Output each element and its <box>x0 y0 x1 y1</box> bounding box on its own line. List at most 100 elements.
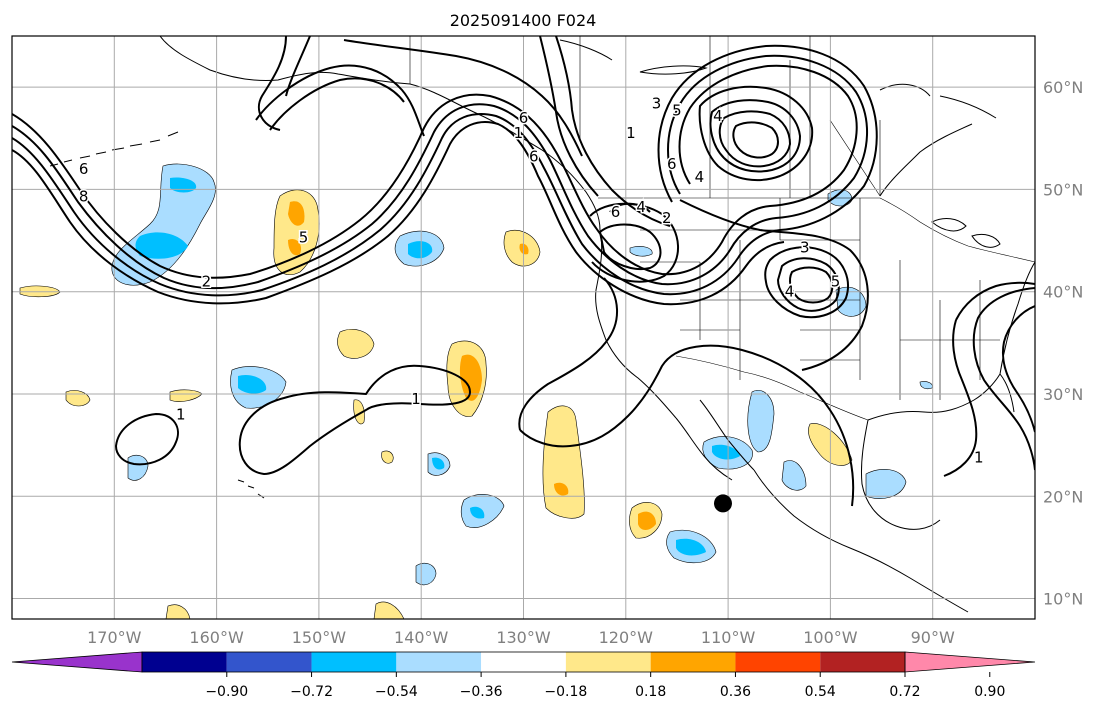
lon-label-5: 120°W <box>599 628 654 647</box>
shading-blue-s3-core <box>470 506 485 519</box>
lon-label-7: 100°W <box>803 628 858 647</box>
colorbar-segment-6 <box>650 652 736 672</box>
lon-label-8: 90°W <box>911 628 955 647</box>
lon-label-3: 140°W <box>394 628 449 647</box>
mexico-west-coast <box>753 469 969 613</box>
contour-label-2: 2 <box>202 272 212 290</box>
colorbar-segment-0 <box>142 652 227 672</box>
contour-gulf-alaska-2 <box>285 36 311 97</box>
contour-label-3: 5 <box>299 228 309 246</box>
contour-label-7: 1 <box>626 124 636 142</box>
colorbar-segment-1 <box>226 652 312 672</box>
contour-low-ne-4 <box>732 121 779 159</box>
us-mexico-border <box>675 355 869 421</box>
colorbar-segment-3 <box>396 652 482 672</box>
shading-yellow-s-c <box>353 399 365 425</box>
shading-blue-aleutian-core <box>135 177 197 259</box>
contour-jet-1 <box>12 64 858 279</box>
colorbar-outline <box>141 651 906 673</box>
contour-cutoff-2 <box>776 257 840 312</box>
colorbar-segment-8 <box>820 652 905 672</box>
contour-label-12: 4 <box>695 168 705 186</box>
us-canada-border <box>598 197 1035 263</box>
contour-jet-4 <box>12 121 785 306</box>
contour-label-10: 4 <box>713 107 723 125</box>
contour-bigone-1 <box>518 277 619 431</box>
shading-yellow-150w <box>273 189 320 276</box>
shading-yellow-north-pac <box>337 329 375 359</box>
contour-label-15: 4 <box>785 283 795 301</box>
contour-oregon-3 <box>609 202 651 213</box>
shading-yellow-125w <box>542 405 585 519</box>
contour-label-14: 5 <box>831 272 841 290</box>
latitude-tick-labels: 60°N 50°N 40°N 30°N 20°N 10°N <box>1043 78 1083 608</box>
colorbar-extend-high <box>904 651 1036 673</box>
shading-blue-160w-core <box>238 374 267 394</box>
contour-cutoff-1 <box>764 246 849 319</box>
shading-blue-sierra <box>747 390 775 453</box>
lat-label-1: 50°N <box>1043 180 1083 199</box>
contour-label-18: 2 <box>662 209 672 227</box>
lon-label-0: 170°W <box>87 628 142 647</box>
shaded-anomaly-fields <box>19 163 933 619</box>
hudson-bay-coast <box>879 95 997 197</box>
contour-low-ne-3 <box>718 110 792 168</box>
map-frame <box>11 35 1036 620</box>
colorbar-segment-2 <box>311 652 397 672</box>
gulf-of-mexico-coast <box>860 373 1001 530</box>
contour-label-4: 6 <box>519 109 529 127</box>
contour-pac-upper-3 <box>257 36 287 131</box>
lon-label-1: 160°W <box>189 628 244 647</box>
shading-orange-150w <box>288 201 305 256</box>
colorbar-tick-labels: −0.90 −0.72 −0.54 −0.36 −0.18 0.18 0.36 0.54 0.7… <box>205 672 1005 700</box>
shading-orange-s-orange <box>638 511 656 530</box>
contour-jet-3 <box>12 44 878 297</box>
shading-yellow-s-e <box>165 604 191 619</box>
lat-label-4: 20°N <box>1043 487 1083 506</box>
great-lakes <box>931 218 1001 248</box>
shading-blue-oregon <box>629 246 653 257</box>
shading-orange-125w <box>554 482 569 496</box>
lon-label-6: 110°W <box>701 628 756 647</box>
contour-mid-pac <box>238 364 472 476</box>
longitude-tick-labels: 170°W 160°W 150°W 140°W 130°W 120°W 110°W 100°W… <box>87 628 955 647</box>
colorbar-tick-label-6: 0.36 <box>720 684 751 700</box>
shading-yellow-s-f <box>373 601 405 619</box>
canada-islands <box>559 39 931 97</box>
contour-label-6: 6 <box>529 148 539 166</box>
contour-low-ne-1 <box>698 85 814 182</box>
colorbar-tick-label-9: 0.90 <box>974 684 1005 700</box>
contour-east-gulf-1 <box>972 287 1035 471</box>
contour-east-gulf-3 <box>943 281 1035 477</box>
contour-label-17: 4 <box>636 198 646 216</box>
colorbar-tick-label-2: −0.54 <box>375 684 418 700</box>
colorbar-segment-7 <box>735 652 821 672</box>
aleutian-islands <box>49 131 179 167</box>
contour-canada-1 <box>555 36 671 227</box>
contour-label-5: 1 <box>514 124 524 142</box>
contour-west-pac <box>114 412 179 466</box>
shading-blue-mexico-c <box>781 460 807 491</box>
contour-label-16: 6 <box>611 203 621 221</box>
shading-blue-s2-core <box>432 457 445 470</box>
shading-blue-midwest <box>835 286 867 317</box>
contour-label-1: 8 <box>79 188 89 206</box>
contour-label-0: 6 <box>79 160 89 178</box>
contour-canada-2 <box>539 36 599 197</box>
lat-label-3: 30°N <box>1043 385 1083 404</box>
lon-label-2: 150°W <box>292 628 347 647</box>
lon-label-4: 130°W <box>496 628 551 647</box>
contour-lines <box>12 36 1035 507</box>
contour-bigone-2 <box>519 344 855 507</box>
lat-label-2: 40°N <box>1043 283 1083 302</box>
contour-label-9: 5 <box>672 102 682 120</box>
colorbar-extend-low <box>11 651 143 673</box>
colorbar-tick-label-4: −0.18 <box>544 684 587 700</box>
contour-label-21: 1 <box>974 448 984 466</box>
contour-pac-upper-2 <box>269 77 405 131</box>
colorbar-tick-label-1: −0.72 <box>290 684 333 700</box>
contour-pac-upper-1 <box>255 64 425 137</box>
contour-jet-2 <box>12 54 868 290</box>
